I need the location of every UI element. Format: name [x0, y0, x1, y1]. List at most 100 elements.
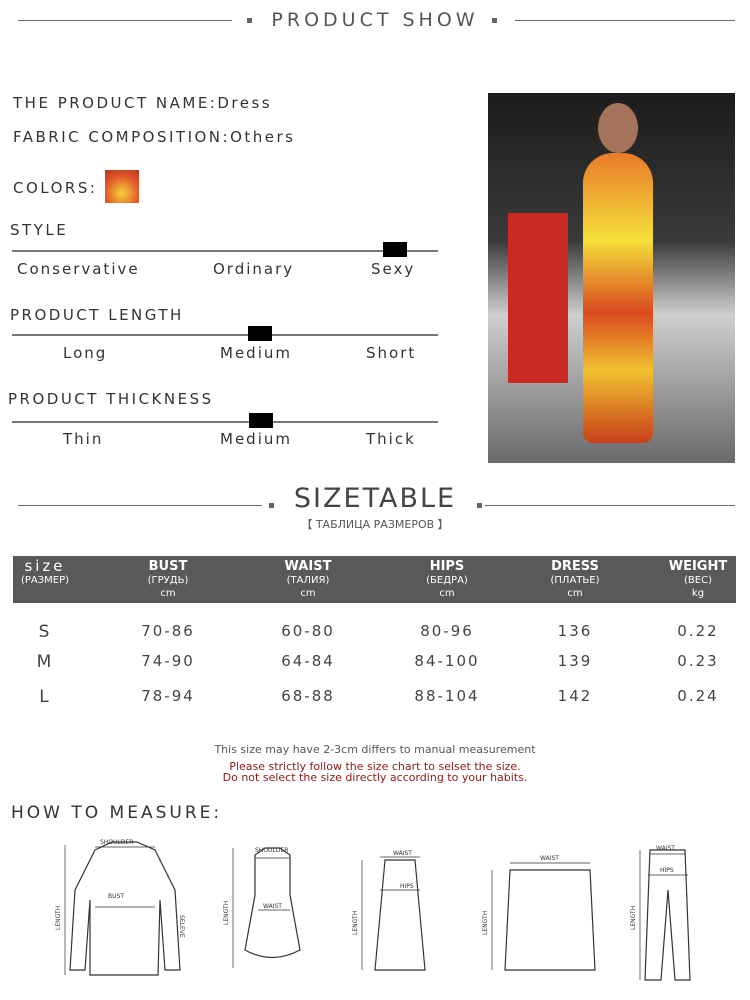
column-header: WAIST (ТАЛИЯ) cm [253, 559, 363, 600]
column-header: HIPS (БЕДРА) cm [392, 559, 502, 600]
scale-option: Short [366, 344, 417, 362]
column-header: BUST (ГРУДЬ) cm [113, 559, 223, 600]
length-label: LENGTH [352, 911, 359, 935]
waist-label: WAIST [540, 855, 559, 862]
divider-dot [269, 503, 274, 508]
length-label: LENGTH [482, 911, 489, 935]
scale-option: Long [63, 344, 108, 362]
note-measurement: This size may have 2-3cm differs to manu… [214, 743, 536, 756]
dress [583, 153, 653, 443]
value: Dress [217, 94, 273, 112]
divider-dot [477, 503, 482, 508]
hips-label: HIPS [400, 883, 414, 890]
divider [485, 505, 735, 506]
scale-marker [248, 326, 272, 341]
jacket-drawing [69, 841, 181, 976]
table-row: S 70-86 60-80 80-96 136 0.22 [0, 622, 750, 642]
scale-marker [383, 242, 407, 257]
size-table-header: size (РАЗМЕР) BUST (ГРУДЬ) cm WAIST (ТАЛИЯ) cm H… [13, 556, 736, 603]
divider-dot [247, 18, 252, 23]
sleeve-label: SELEVE [178, 915, 185, 938]
table-cell: 88-104 [414, 687, 480, 705]
scale-track [12, 421, 438, 423]
colors-label: COLORS: [13, 179, 98, 197]
table-cell: 74-90 [141, 652, 195, 670]
pants-drawing [644, 849, 691, 981]
scale-track [12, 334, 438, 336]
header-main: WEIGHT [668, 559, 728, 574]
length-label: LENGTH [223, 901, 230, 925]
header-main: BUST [148, 559, 188, 574]
header-main: size [24, 557, 66, 575]
table-cell: 80-96 [420, 622, 474, 640]
shorts-drawing [504, 869, 596, 971]
section-title: PRODUCT SHOW [271, 9, 479, 31]
table-cell: 139 [557, 652, 593, 670]
scale-marker [249, 413, 273, 428]
product-photo [488, 93, 735, 463]
waist-label: WAIST [656, 845, 675, 852]
scale-option: Thin [63, 430, 104, 448]
how-to-measure-title: HOW TO MEASURE: [11, 803, 223, 823]
table-cell: 136 [557, 622, 593, 640]
header-unit: cm [567, 588, 583, 599]
dress-drawing [244, 847, 301, 959]
header-ru: (БЕДРА) [426, 575, 468, 586]
table-cell: 70-86 [141, 622, 195, 640]
header-unit: cm [160, 588, 176, 599]
table-cell: 142 [557, 687, 593, 705]
bust-label: BUST [108, 893, 124, 900]
label: FABRIC COMPOSITION: [13, 128, 231, 146]
table-row: M 74-90 64-84 84-100 139 0.23 [0, 652, 750, 672]
sizetable-subtitle: 【 ТАБЛИЦА РАЗМЕРОВ 】 [301, 518, 449, 531]
hips-label: HIPS [660, 867, 674, 874]
scale-option: Thick [366, 430, 416, 448]
scale-option: Ordinary [213, 260, 295, 278]
scale-track [12, 250, 438, 252]
table-row: L 78-94 68-88 88-104 142 0.24 [0, 687, 750, 707]
length-label: LENGTH [630, 906, 637, 930]
table-cell: 78-94 [141, 687, 195, 705]
value: Others [230, 128, 296, 146]
scale-option: Conservative [17, 260, 140, 278]
scale-title: PRODUCT THICKNESS [8, 390, 214, 408]
header-unit: cm [439, 588, 455, 599]
header-main: DRESS [551, 559, 599, 574]
table-cell: L [39, 687, 51, 707]
table-cell: 64-84 [281, 652, 335, 670]
divider [18, 505, 262, 506]
note-warning-2: Do not select the size directly accordin… [222, 771, 528, 784]
divider-dot [492, 18, 497, 23]
fabric-composition: FABRIC COMPOSITION:Others [13, 128, 295, 146]
scale-option: Medium [220, 430, 292, 448]
shoulder-label: SHOULDER [255, 847, 288, 854]
shoulder-label: SHOULDER [100, 839, 133, 846]
sizetable-title: SIZETABLE [293, 483, 457, 514]
header-ru: (ПЛАТЬЕ) [550, 575, 600, 586]
scale-title: STYLE [10, 221, 69, 239]
divider [515, 20, 735, 21]
scale-option: Sexy [371, 260, 416, 278]
header-ru: (ГРУДЬ) [147, 575, 189, 586]
scale-option: Medium [220, 344, 292, 362]
color-swatch[interactable] [105, 170, 139, 203]
table-cell: M [36, 652, 54, 672]
table-cell: 68-88 [281, 687, 335, 705]
header-ru: (ВЕС) [684, 575, 712, 586]
model-head [598, 103, 638, 153]
header-unit: kg [691, 588, 705, 599]
column-header: WEIGHT (ВЕС) kg [643, 559, 750, 600]
scale-title: PRODUCT LENGTH [10, 306, 184, 324]
skirt-drawing [374, 859, 426, 971]
header-unit: cm [300, 588, 316, 599]
car-seat [508, 213, 568, 383]
header-ru: (РАЗМЕР) [20, 575, 70, 586]
table-cell: S [38, 622, 52, 642]
header-ru: (ТАЛИЯ) [286, 575, 330, 586]
length-label: LENGTH [55, 906, 62, 930]
waist-label: WAIST [393, 850, 412, 857]
column-header: size (РАЗМЕР) [0, 559, 100, 587]
table-cell: 84-100 [414, 652, 480, 670]
product-name: THE PRODUCT NAME:Dress [13, 94, 272, 112]
table-cell: 0.22 [677, 622, 719, 640]
